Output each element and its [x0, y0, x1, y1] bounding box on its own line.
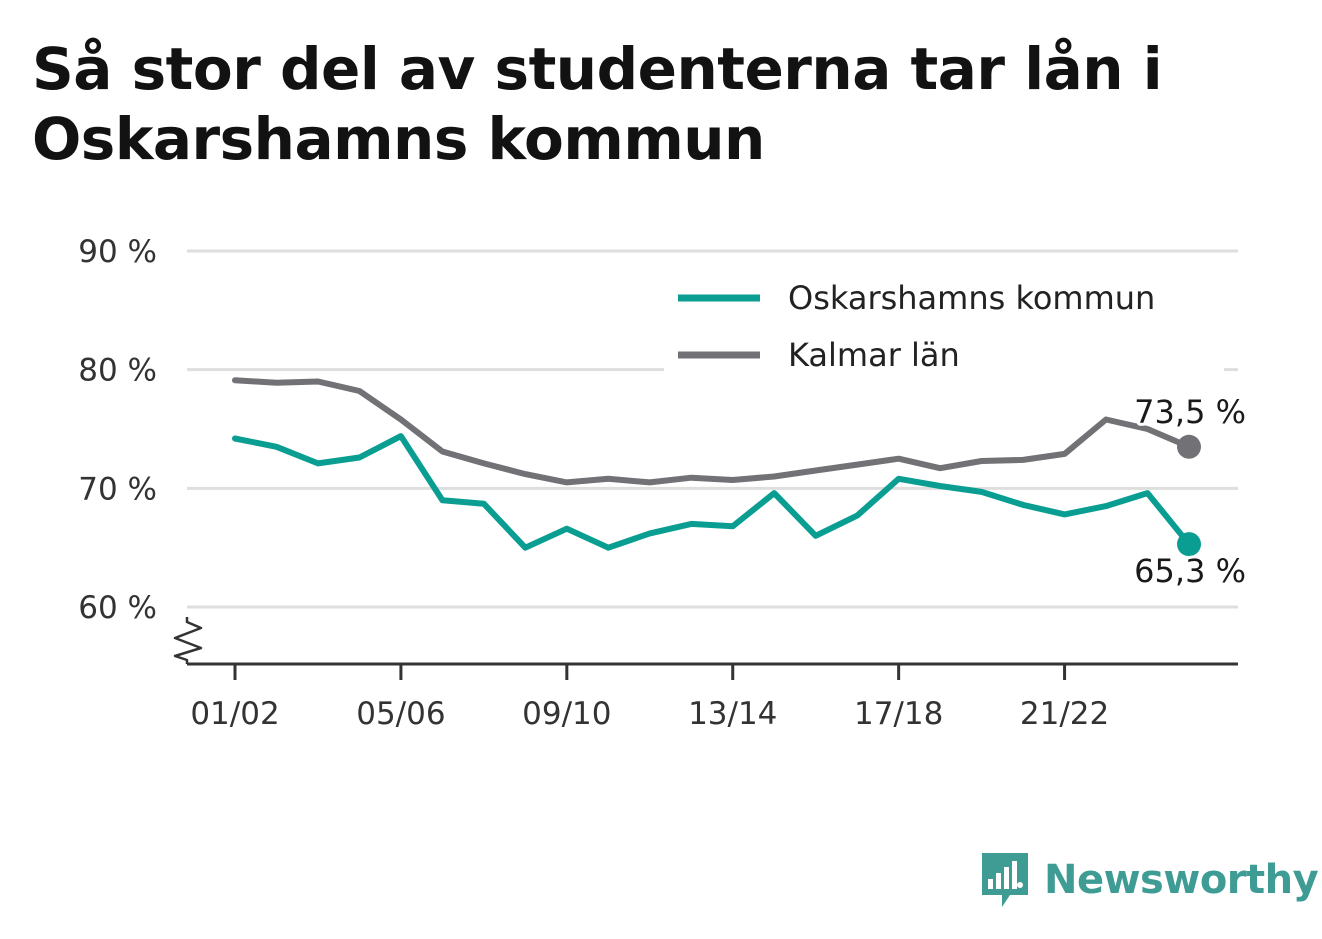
- newsworthy-logo: Newsworthy: [980, 850, 1319, 910]
- series-lines: [232, 377, 1201, 557]
- y-axis-ticks: 60 % 70 % 80 % 90 %: [78, 234, 157, 626]
- x-tick-label-01/02: 01/02: [190, 696, 279, 732]
- legend-label-0: Oskarshamns kommun: [788, 279, 1155, 317]
- legend-label-1: Kalmar län: [788, 336, 960, 374]
- x-tick-label-17/18: 17/18: [854, 696, 943, 732]
- y-tick-label-90: 90 %: [78, 234, 157, 270]
- chart-title: Så stor del av studenterna tar lån i Osk…: [32, 35, 1163, 173]
- x-tick-label-13/14: 13/14: [688, 696, 777, 732]
- x-axis: [173, 617, 1238, 666]
- x-tick-label-09/10: 09/10: [522, 696, 611, 732]
- legend: Oskarshamns kommun Kalmar län: [664, 270, 1224, 388]
- y-tick-label-60: 60 %: [78, 590, 157, 626]
- y-axis-break-icon: [173, 617, 203, 664]
- end-label-0: 65,3 %: [1134, 552, 1246, 590]
- series-end-point-0: [1177, 532, 1201, 557]
- legend-background: [664, 270, 1224, 388]
- y-tick-label-70: 70 %: [78, 471, 157, 507]
- end-labels: 65,3 % 73,5 %: [1131, 390, 1249, 593]
- series-end-point-1: [1177, 434, 1201, 459]
- end-label-1: 73,5 %: [1134, 393, 1246, 431]
- newsworthy-bar-chart-icon: [982, 853, 1028, 907]
- x-tick-label-21/22: 21/22: [1020, 696, 1109, 732]
- series-line-0: [232, 433, 1192, 551]
- x-tick-label-05/06: 05/06: [356, 696, 445, 732]
- brand-name: Newsworthy: [1044, 857, 1319, 903]
- x-axis-ticks: 01/02 05/06 09/10 13/14 17/18 21/22: [190, 664, 1109, 732]
- y-tick-label-80: 80 %: [78, 353, 157, 389]
- series-line-1: [232, 377, 1192, 486]
